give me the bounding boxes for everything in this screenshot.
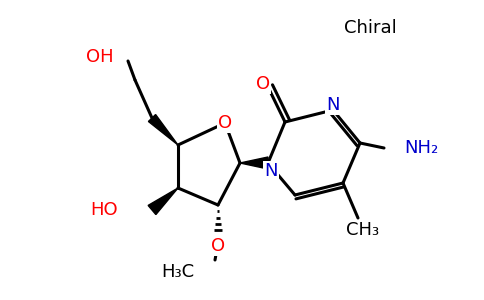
Polygon shape: [240, 157, 268, 169]
Text: CH₃: CH₃: [347, 221, 379, 239]
Text: OH: OH: [86, 48, 114, 66]
Text: NH₂: NH₂: [404, 139, 438, 157]
Text: Chiral: Chiral: [344, 19, 396, 37]
Text: H₃C: H₃C: [162, 263, 195, 281]
Polygon shape: [149, 115, 178, 145]
Text: O: O: [256, 75, 270, 93]
Polygon shape: [148, 188, 178, 214]
Text: HO: HO: [91, 201, 118, 219]
Text: N: N: [326, 96, 340, 114]
Text: O: O: [211, 237, 225, 255]
Text: N: N: [264, 162, 278, 180]
Text: O: O: [218, 114, 232, 132]
